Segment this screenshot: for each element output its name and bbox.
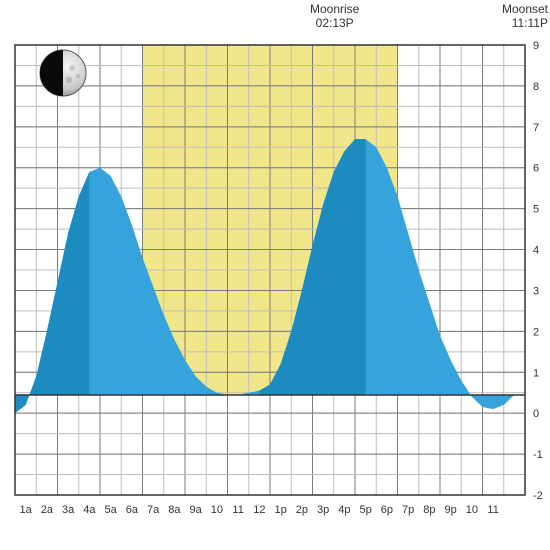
- svg-text:9: 9: [533, 40, 539, 52]
- svg-text:0: 0: [533, 408, 539, 420]
- svg-text:10: 10: [211, 504, 223, 516]
- svg-text:11: 11: [487, 504, 498, 516]
- svg-text:1: 1: [533, 367, 539, 379]
- svg-text:1a: 1a: [20, 504, 33, 516]
- svg-text:2p: 2p: [296, 504, 308, 516]
- moon-phase-icon: [38, 48, 88, 98]
- svg-text:-2: -2: [533, 490, 543, 502]
- svg-text:4: 4: [533, 245, 539, 257]
- moonset-time: 11:11P: [502, 16, 548, 30]
- svg-text:4a: 4a: [83, 504, 96, 516]
- svg-text:10: 10: [466, 504, 478, 516]
- svg-text:3p: 3p: [317, 504, 329, 516]
- svg-text:6a: 6a: [126, 504, 139, 516]
- svg-text:6p: 6p: [381, 504, 393, 516]
- svg-text:2a: 2a: [41, 504, 54, 516]
- svg-text:-1: -1: [533, 449, 543, 461]
- svg-text:6: 6: [533, 163, 539, 175]
- svg-text:9a: 9a: [190, 504, 203, 516]
- moonrise-time: 02:13P: [310, 16, 359, 30]
- svg-text:1p: 1p: [275, 504, 287, 516]
- svg-text:5p: 5p: [360, 504, 372, 516]
- svg-text:2: 2: [533, 326, 539, 338]
- svg-text:3: 3: [533, 285, 539, 297]
- svg-text:5a: 5a: [105, 504, 118, 516]
- svg-text:11: 11: [232, 504, 243, 516]
- svg-text:3a: 3a: [62, 504, 75, 516]
- moonset-label: Moonset: [502, 2, 548, 16]
- moonrise-label: Moonrise: [310, 2, 359, 16]
- svg-text:7: 7: [533, 122, 539, 134]
- moonrise-block: Moonrise 02:13P: [310, 2, 359, 30]
- svg-text:8p: 8p: [423, 504, 435, 516]
- tide-chart: 1a2a3a4a5a6a7a8a9a1011121p2p3p4p5p6p7p8p…: [0, 0, 550, 550]
- svg-text:8: 8: [533, 81, 539, 93]
- svg-text:5: 5: [533, 204, 539, 216]
- svg-text:7p: 7p: [402, 504, 414, 516]
- svg-text:8a: 8a: [168, 504, 181, 516]
- svg-text:12: 12: [253, 504, 265, 516]
- svg-text:4p: 4p: [338, 504, 350, 516]
- svg-text:7a: 7a: [147, 504, 160, 516]
- moonset-block: Moonset 11:11P: [502, 2, 548, 30]
- svg-text:9p: 9p: [445, 504, 457, 516]
